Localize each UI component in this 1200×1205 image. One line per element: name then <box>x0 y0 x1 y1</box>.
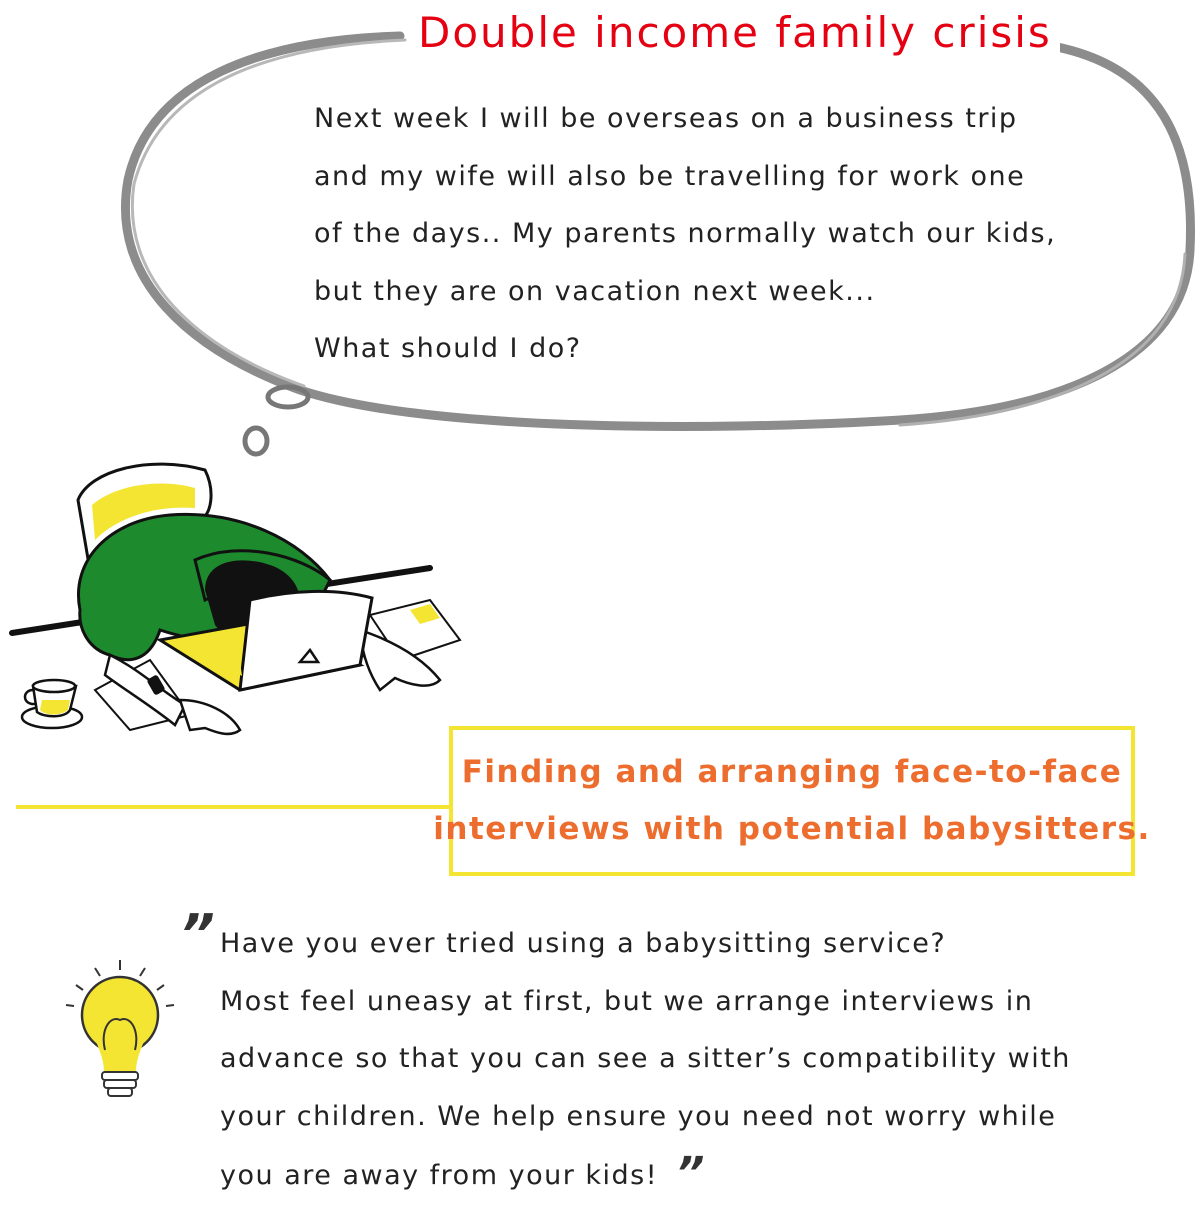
close-quote-mark: ” <box>676 1148 706 1199</box>
quote-line: advance so that you can see a sitter’s c… <box>220 1043 1071 1074</box>
page-title: Double income family crisis <box>410 8 1060 57</box>
quote-line: you are away from your kids! <box>220 1160 659 1191</box>
quote-line: your children. We help ensure you need n… <box>220 1100 1057 1132</box>
bubble-line: Next week I will be overseas on a busine… <box>314 103 1018 134</box>
bubble-line: but they are on vacation next week... <box>314 275 876 307</box>
solution-line: interviews with potential babysitters. <box>433 811 1151 847</box>
solution-line: Finding and arranging face-to-face <box>461 754 1123 790</box>
solution-box: Finding and arranging face-to-face inter… <box>433 726 1149 876</box>
open-quote-mark: ” <box>180 903 215 966</box>
bubble-line: and my wife will also be travelling for … <box>314 160 1026 192</box>
laptop-illustration <box>155 589 374 692</box>
lightbulb-icon <box>65 960 175 1097</box>
quote-last-line: you are away from your kids! ” <box>220 1145 1180 1205</box>
bubble-line: of the days.. My parents normally watch … <box>314 218 1057 249</box>
bubble-line: What should I do? <box>314 333 582 364</box>
coffee-cup-illustration <box>20 678 84 730</box>
thought-dot-large <box>265 384 311 410</box>
quote-line: Most feel uneasy at first, but we arrang… <box>220 985 1034 1017</box>
thought-dot-small <box>242 425 270 457</box>
quote-block: Have you ever tried using a babysitting … <box>220 915 1180 1205</box>
thought-bubble-text: Next week I will be overseas on a busine… <box>314 90 1134 378</box>
quote-line: Have you ever tried using a babysitting … <box>220 928 947 959</box>
thought-bubble <box>120 31 1196 457</box>
